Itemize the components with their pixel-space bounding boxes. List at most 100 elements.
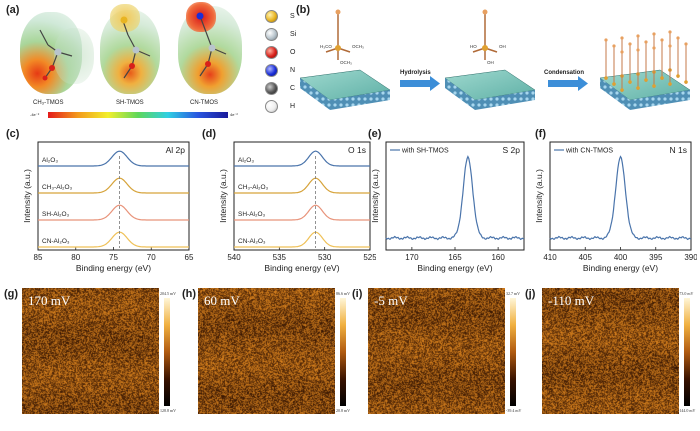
afm-texture <box>22 288 159 414</box>
colorbar-max-label: 86.6 mV <box>336 291 350 296</box>
silicon-atom-icon <box>265 28 278 41</box>
chart-c: 85 80 75 70 65 Binding energy (eV) Intensity (… <box>22 141 194 273</box>
legend-label: with CN-TMOS <box>565 148 613 155</box>
afm-potential-label: -5 mV <box>374 293 408 308</box>
grafted-silicon <box>636 86 640 90</box>
scale-min-label: -4e⁻² <box>30 112 40 117</box>
panel-label-f: (f) <box>535 128 546 140</box>
series-label: CN-Al₂O₃ <box>42 238 70 245</box>
series-label: CN-Al₂O₃ <box>238 238 266 245</box>
x-tick-label: 85 <box>34 253 43 262</box>
afm-colorbar-1 <box>164 298 170 406</box>
scale-max-label: 4e⁻² <box>230 112 238 117</box>
afm-potential-label: 170 mV <box>28 293 71 308</box>
y-axis-label: Intensity (a.u.) <box>22 169 32 223</box>
nitrogen-atom-icon <box>265 64 278 77</box>
legend-atom-si: Si <box>265 28 296 41</box>
x-tick-label: 525 <box>363 253 376 262</box>
series-line <box>234 204 370 221</box>
sulfur-atom-icon <box>265 10 278 23</box>
grafted-silicon <box>684 80 688 84</box>
hydrolysis-arrow-icon <box>400 76 440 91</box>
grafted-head <box>636 48 640 52</box>
x-tick-label: 390 <box>684 253 697 262</box>
afm-image-1: 170 mV <box>22 288 159 414</box>
grafted-head <box>620 36 624 40</box>
chart-title: O 1s <box>348 145 366 155</box>
series-line <box>234 177 370 194</box>
afm-texture <box>198 288 335 414</box>
afm-texture <box>542 288 679 414</box>
x-axis-label: Binding energy (eV) <box>76 263 151 273</box>
grafted-silicon <box>652 84 656 88</box>
molecule-label-3: CN-TMOS <box>190 100 218 106</box>
grafted-silicon <box>676 74 680 78</box>
chart-d: 540 535 530 525 Binding energy (eV) Intensity… <box>218 141 376 273</box>
plot-frame <box>37 141 190 251</box>
molecule-label-2: SH-TMOS <box>116 100 144 106</box>
x-tick-label: 405 <box>579 253 593 262</box>
grafted-head <box>684 42 688 46</box>
grafted-head <box>644 40 648 44</box>
legend-atom-s: S <box>265 10 295 23</box>
mol-left-label-2: OCH₃ <box>352 44 364 49</box>
grafted-head <box>652 46 656 50</box>
hydrolysis-label: Hydrolysis <box>400 70 431 76</box>
afm-image-4: -110 mV <box>542 288 679 414</box>
x-tick-label: 170 <box>405 253 419 262</box>
series-label: CH₃-Al₂O₃ <box>42 184 73 191</box>
hydrogen-atom-icon <box>265 100 278 113</box>
grafted-silicon <box>612 82 616 86</box>
legend-atom-n: N <box>265 64 295 77</box>
molecule-label-1: CH₃-TMOS <box>33 100 64 106</box>
grafted-head <box>620 50 624 54</box>
series-line <box>549 155 692 241</box>
grafted-head <box>676 36 680 40</box>
legend-label: with SH-TMOS <box>401 148 449 155</box>
mol-mid-label-3: OH <box>487 60 494 65</box>
molecule-sticks <box>39 12 227 81</box>
panel-label-i: (i) <box>352 288 363 300</box>
grafted-silicon <box>620 88 624 92</box>
chart-title: S 2p <box>503 145 521 155</box>
colorbar-max-label: 32.7 mV <box>506 291 520 296</box>
series-line <box>234 231 370 248</box>
oxygen-atom-icon <box>265 46 278 59</box>
colorbar-min-label: 20.8 mV <box>336 408 350 413</box>
grafted-molecules <box>604 30 688 92</box>
panel-label-a: (a) <box>6 4 20 16</box>
afm-colorbar-2 <box>340 298 346 406</box>
series-line <box>38 204 189 221</box>
grafted-head <box>652 32 656 36</box>
y-axis-label: Intensity (a.u.) <box>534 169 544 223</box>
legend-atom-label: H <box>290 103 296 110</box>
x-tick-label: 395 <box>649 253 663 262</box>
grafted-head <box>636 34 640 38</box>
slab-1 <box>299 69 391 110</box>
x-axis-label: Binding energy (eV) <box>264 263 339 273</box>
carbon-atom-icon <box>265 82 278 95</box>
grafted-silicon <box>628 80 632 84</box>
legend-atom-c: C <box>265 82 295 95</box>
legend-atom-label: C <box>290 85 296 92</box>
silane-molecule-left <box>325 9 351 60</box>
afm-colorbar-3 <box>510 298 516 406</box>
x-tick-label: 70 <box>147 253 156 262</box>
legend-atom-label: S <box>290 13 295 20</box>
grafted-silicon <box>604 76 608 80</box>
colorbar-min-label: 128.8 mV <box>160 408 176 413</box>
x-tick-label: 530 <box>318 253 332 262</box>
grafted-head <box>628 42 632 46</box>
condensation-arrow-icon <box>548 76 588 91</box>
legend-atom-label: O <box>290 49 296 56</box>
legend-atom-o: O <box>265 46 295 59</box>
x-tick-label: 540 <box>227 253 241 262</box>
silane-molecule-mid <box>472 9 498 60</box>
series-label: SH-Al₂O₃ <box>238 211 266 218</box>
esp-color-scale <box>48 112 228 118</box>
y-axis-label: Intensity (a.u.) <box>218 169 228 223</box>
series-line <box>234 150 370 167</box>
afm-texture <box>368 288 505 414</box>
x-tick-label: 65 <box>185 253 194 262</box>
